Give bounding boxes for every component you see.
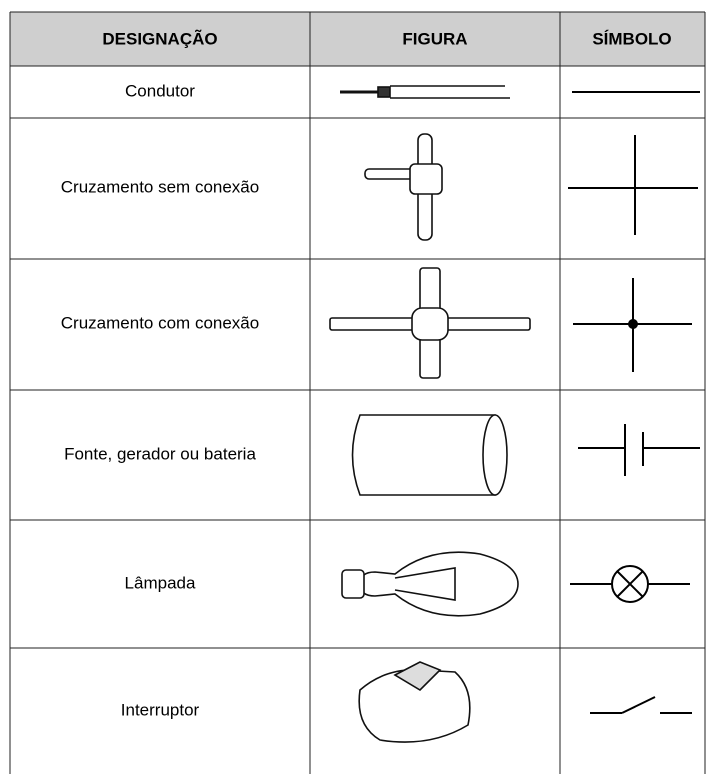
row-label: Cruzamento com conexão [61, 313, 259, 332]
figures [329, 85, 531, 743]
row-label: Cruzamento sem conexão [61, 177, 259, 196]
symbols [568, 91, 700, 714]
column-header: SÍMBOLO [592, 29, 671, 48]
column-header: DESIGNAÇÃO [102, 28, 217, 48]
row-label: Lâmpada [125, 573, 196, 592]
row-label: Interruptor [121, 700, 200, 719]
column-header: FIGURA [402, 29, 467, 48]
header-background [10, 12, 705, 66]
table-grid [9, 11, 706, 774]
row-label: Fonte, gerador ou bateria [64, 444, 256, 463]
row-label: Condutor [125, 81, 195, 100]
